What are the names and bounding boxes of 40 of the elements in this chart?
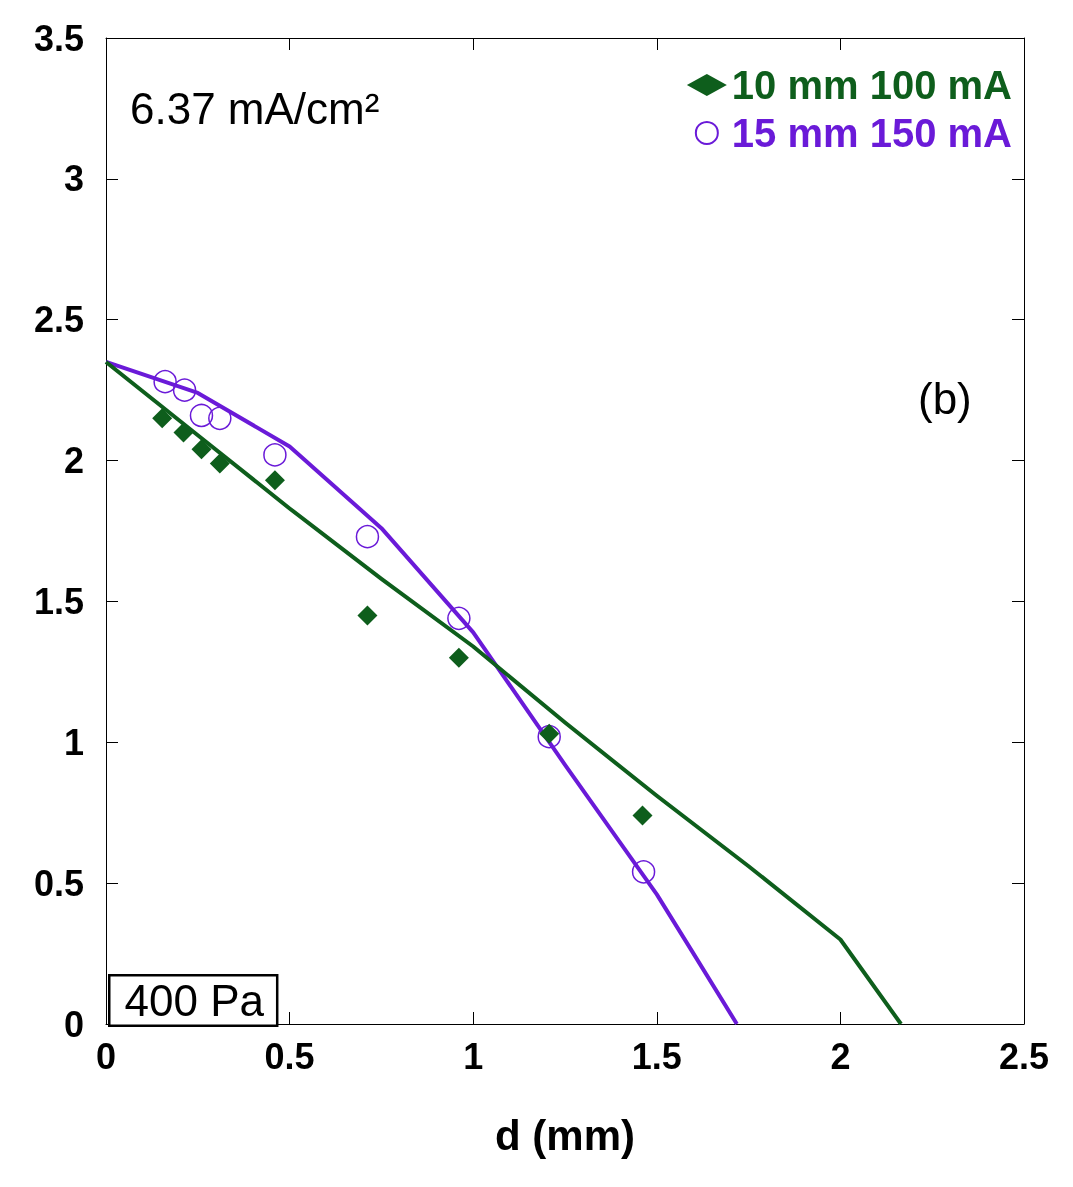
legend-label: 15 mm 150 mA (731, 111, 1012, 155)
y-tick-label: 1 (63, 721, 84, 763)
point (173, 422, 194, 443)
y-tick-label: 3.5 (33, 17, 84, 59)
x-tick-label: 0 (95, 1035, 117, 1077)
y-tick-label: 1.5 (33, 580, 84, 622)
legend-label: 10 mm 100 mA (731, 63, 1012, 107)
point (632, 805, 653, 826)
line-series (104, 359, 739, 1026)
annotation: 400 Pa (124, 976, 265, 1025)
point (447, 606, 471, 631)
y-tick-label: 0.5 (33, 862, 84, 904)
point (209, 453, 230, 474)
point (357, 605, 378, 626)
annotation: (b) (918, 373, 972, 423)
point (355, 524, 380, 549)
y-tick-label: 2.5 (33, 299, 84, 341)
x-tick-label: 2.5 (998, 1035, 1050, 1077)
x-tick-label: 1.5 (631, 1035, 682, 1077)
annotation: 6.37 mA/cm² (130, 83, 380, 133)
x-tick-label: 1 (463, 1035, 484, 1077)
point (539, 723, 560, 744)
point (208, 406, 232, 431)
point (153, 369, 177, 394)
point (537, 724, 561, 749)
point (152, 408, 173, 429)
y-tick-label: 0 (63, 1003, 84, 1045)
line-series (104, 359, 903, 1026)
point (448, 647, 469, 668)
point (631, 860, 656, 884)
y-tick-label: 3 (63, 158, 84, 200)
point (264, 470, 285, 491)
point (172, 378, 197, 402)
point (191, 439, 212, 460)
y-tick-label: 2 (63, 440, 84, 482)
point (263, 443, 287, 467)
x-tick-label: 2 (830, 1035, 851, 1077)
x-axis-title: d (mm) (495, 1111, 635, 1159)
point (189, 403, 214, 428)
x-tick-label: 0.5 (264, 1035, 315, 1077)
